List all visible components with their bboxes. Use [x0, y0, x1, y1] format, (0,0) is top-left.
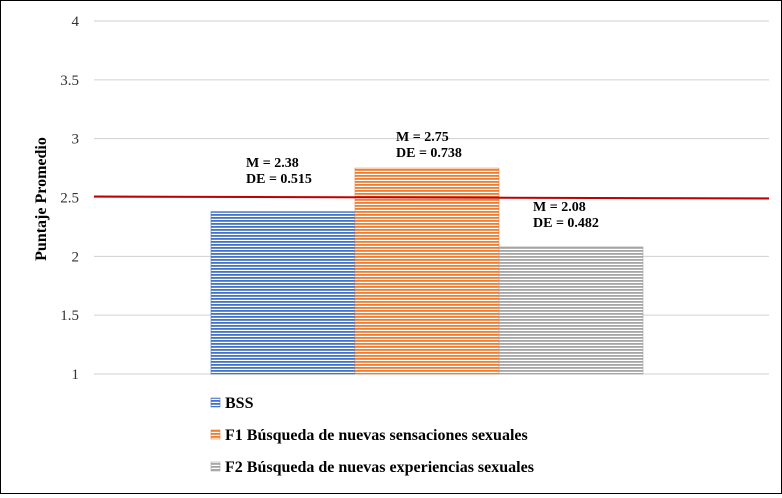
reference-line — [93, 195, 770, 200]
bar-f2 — [498, 246, 644, 375]
y-axis-ticks: 1 1.5 2 2.5 3 3.5 4 — [60, 14, 79, 383]
y-tick-label: 3 — [72, 132, 80, 148]
annotation-label: M = 2.38 — [246, 156, 299, 171]
y-tick-label: 4 — [72, 14, 80, 30]
y-tick-label: 2 — [72, 249, 80, 265]
y-tick-label: 1.5 — [60, 308, 79, 324]
y-tick-label: 2.5 — [60, 191, 79, 207]
annotation-label: DE = 0.515 — [246, 172, 312, 187]
y-tick-label: 3.5 — [60, 73, 79, 89]
y-axis-label: Puntaje Promedio — [33, 137, 50, 261]
annotation-label: M = 2.75 — [396, 130, 449, 145]
legend-label: BSS — [225, 395, 254, 412]
legend-label: F2 Búsqueda de nuevas experiencias sexua… — [225, 459, 534, 476]
y-tick-label: 1 — [72, 367, 80, 383]
legend-swatch — [210, 397, 221, 408]
bars — [210, 167, 644, 375]
annotation-label: DE = 0.738 — [396, 146, 462, 161]
bar-bss — [210, 211, 356, 375]
legend-label: F1 Búsqueda de nuevas sensaciones sexual… — [225, 427, 528, 444]
annotation-label: DE = 0.482 — [533, 216, 599, 231]
annotation-label: M = 2.08 — [533, 200, 586, 215]
legend: BSS F1 Búsqueda de nuevas sensaciones sex… — [210, 395, 534, 476]
legend-swatch — [210, 429, 221, 440]
legend-swatch — [210, 461, 221, 472]
reference-line-group — [93, 195, 770, 200]
bar-f1 — [354, 167, 500, 375]
